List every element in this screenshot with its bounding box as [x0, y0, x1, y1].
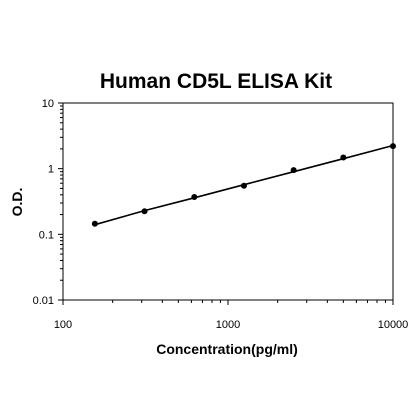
- x-axis-label: Concentration(pg/ml): [156, 341, 298, 357]
- y-tick-label: 10: [42, 98, 54, 110]
- data-point: [290, 167, 297, 174]
- x-tick-label: 10000: [378, 319, 409, 331]
- axes: [62, 102, 394, 301]
- data-point: [141, 208, 148, 215]
- data-point: [191, 194, 198, 201]
- y-tick-label: 0.1: [39, 229, 54, 241]
- x-axis-ticks: 100 1000 10000: [54, 300, 408, 331]
- data-point: [390, 143, 396, 150]
- y-axis-label: O.D.: [9, 188, 25, 217]
- data-point: [91, 220, 98, 227]
- chart-title: Human CD5L ELISA Kit: [100, 70, 332, 93]
- y-tick-label: 0.01: [33, 295, 54, 307]
- data-point: [240, 182, 247, 189]
- y-tick-label: 1: [48, 164, 54, 176]
- data-point: [340, 154, 347, 161]
- x-tick-label: 100: [54, 319, 72, 331]
- data-points-layer: [91, 143, 396, 227]
- x-tick-label: 1000: [216, 319, 240, 331]
- plot-area-frame: [62, 102, 394, 301]
- y-axis-ticks: 0.01 0.1 1 10: [33, 98, 63, 307]
